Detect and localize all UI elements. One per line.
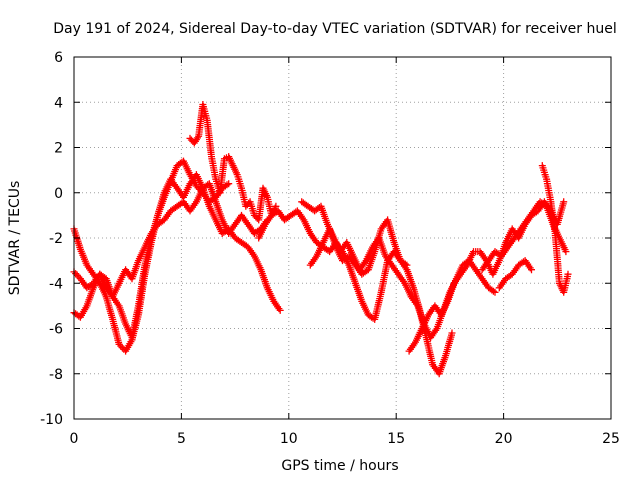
y-tick-label: 4 <box>54 95 63 111</box>
x-axis-label: GPS time / hours <box>281 458 398 474</box>
series-arc-3 <box>70 180 271 321</box>
grid-lines <box>74 57 611 419</box>
y-tick-label: -2 <box>49 231 63 247</box>
x-tick-label: 15 <box>387 431 405 447</box>
y-tick-label: 0 <box>54 186 63 202</box>
y-tick-label: 2 <box>54 141 63 157</box>
y-tick-label: -4 <box>49 276 63 292</box>
series-markers <box>495 257 535 292</box>
axis-ticks <box>73 56 612 420</box>
y-tick-label: 6 <box>54 50 63 66</box>
chart-title: Day 191 of 2024, Sidereal Day-to-day VTE… <box>53 21 616 37</box>
series-markers <box>538 162 572 296</box>
y-tick-label: -8 <box>49 367 63 383</box>
data-series-layer <box>70 101 572 378</box>
x-tick-label: 5 <box>177 431 186 447</box>
series-arc-4 <box>186 101 280 224</box>
series-markers <box>186 101 280 224</box>
y-tick-label: -6 <box>49 322 63 338</box>
x-tick-labels: 0 5 10 15 20 25 <box>70 431 620 447</box>
y-tick-label: -10 <box>40 412 63 428</box>
x-tick-label: 20 <box>495 431 513 447</box>
series-arc-10 <box>538 162 572 296</box>
y-tick-labels: -10 -8 -6 -4 -2 0 2 4 6 <box>40 50 63 428</box>
x-tick-label: 10 <box>280 431 298 447</box>
x-tick-label: 25 <box>602 431 620 447</box>
series-arc-11 <box>495 257 535 292</box>
x-tick-label: 0 <box>70 431 79 447</box>
y-axis-label: SDTVAR / TECUs <box>7 181 23 296</box>
